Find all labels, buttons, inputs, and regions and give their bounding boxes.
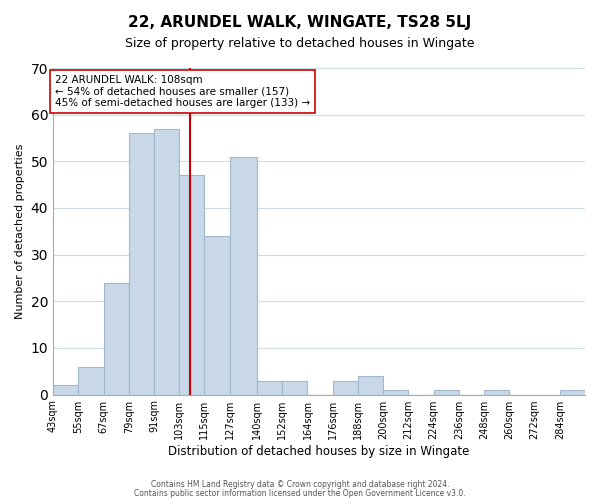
Bar [129, 134, 154, 394]
X-axis label: Distribution of detached houses by size in Wingate: Distribution of detached houses by size … [169, 444, 470, 458]
Bar [282, 380, 307, 394]
Text: 22, ARUNDEL WALK, WINGATE, TS28 5LJ: 22, ARUNDEL WALK, WINGATE, TS28 5LJ [128, 15, 472, 30]
Bar [383, 390, 409, 394]
Bar [154, 128, 179, 394]
Bar [434, 390, 459, 394]
Bar [53, 386, 78, 394]
Text: Contains HM Land Registry data © Crown copyright and database right 2024.: Contains HM Land Registry data © Crown c… [151, 480, 449, 489]
Bar [257, 380, 282, 394]
Bar [104, 282, 129, 395]
Text: 22 ARUNDEL WALK: 108sqm
← 54% of detached houses are smaller (157)
45% of semi-d: 22 ARUNDEL WALK: 108sqm ← 54% of detache… [55, 75, 310, 108]
Y-axis label: Number of detached properties: Number of detached properties [15, 144, 25, 319]
Bar [179, 176, 205, 394]
Bar [78, 366, 104, 394]
Bar [332, 380, 358, 394]
Bar [484, 390, 509, 394]
Text: Size of property relative to detached houses in Wingate: Size of property relative to detached ho… [125, 38, 475, 51]
Bar [230, 156, 257, 394]
Text: Contains public sector information licensed under the Open Government Licence v3: Contains public sector information licen… [134, 488, 466, 498]
Bar [358, 376, 383, 394]
Bar [205, 236, 230, 394]
Bar [560, 390, 585, 394]
